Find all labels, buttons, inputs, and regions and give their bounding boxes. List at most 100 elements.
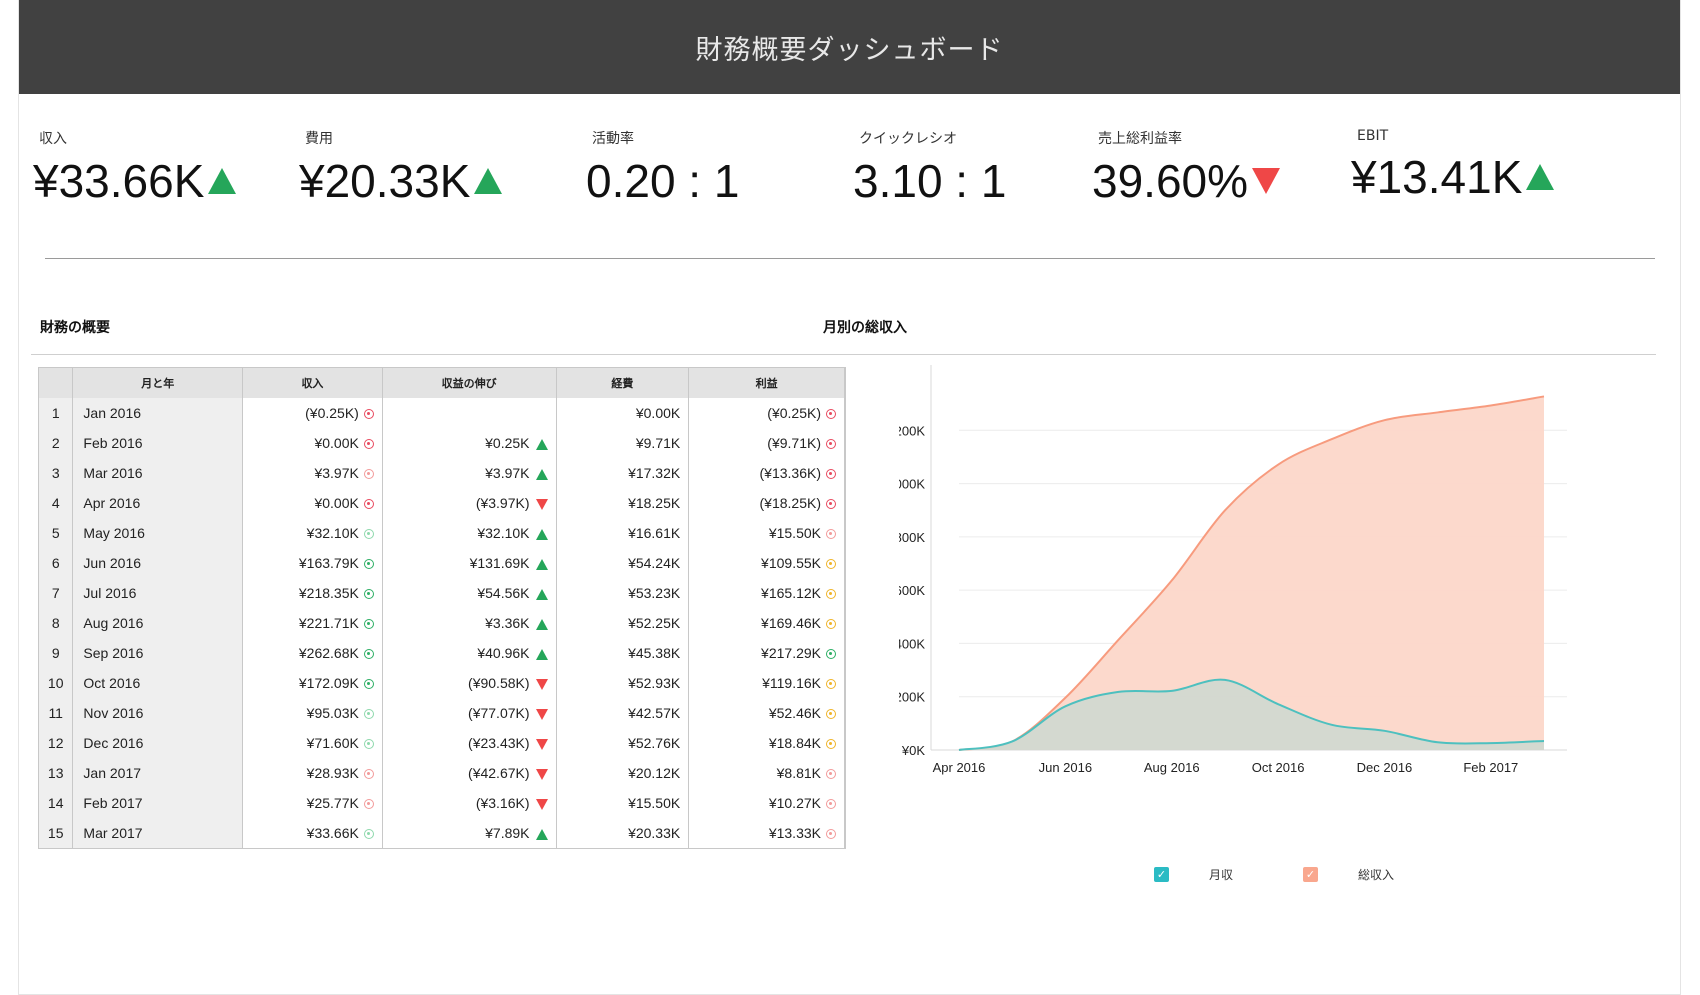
row-profit-cell: ¥10.27K [688, 788, 845, 818]
table-header-row: 月と年 収入 収益の伸び 経費 利益 [39, 368, 845, 398]
table-row[interactable]: 8 Aug 2016 ¥221.71K ¥3.36K ¥52.25K ¥169.46K [39, 608, 845, 638]
data-point [1490, 405, 1491, 406]
status-dot-icon [826, 619, 836, 630]
kpi-label: 費用 [305, 131, 333, 147]
row-profit-cell: (¥0.25K) [688, 398, 845, 428]
row-month: Mar 2016 [72, 458, 244, 488]
data-point [959, 750, 960, 751]
row-profit: ¥169.46K [761, 615, 821, 631]
table-row[interactable]: 13 Jan 2017 ¥28.93K (¥42.67K) ¥20.12K ¥8.81K [39, 758, 845, 788]
table-row[interactable]: 11 Nov 2016 ¥95.03K (¥77.07K) ¥42.57K ¥52.46K [39, 698, 845, 728]
data-point [1544, 740, 1545, 741]
status-dot-icon [826, 499, 836, 510]
row-revenue-cell: ¥33.66K [242, 818, 383, 848]
row-month: Jun 2016 [72, 548, 244, 578]
status-dot-icon [826, 799, 836, 810]
column-header-revenue[interactable]: 収入 [242, 368, 383, 398]
kpi-value: 3.10 : 1 [853, 154, 1006, 208]
table-row[interactable]: 5 May 2016 ¥32.10K ¥32.10K ¥16.61K ¥15.50K [39, 518, 845, 548]
series-line-0 [958, 395, 1545, 751]
row-month: Mar 2017 [72, 818, 244, 848]
arrow-down-icon [535, 738, 548, 750]
row-month: Feb 2016 [72, 428, 244, 458]
checkbox-icon[interactable]: ✓ [1303, 867, 1319, 882]
trend-up-icon [474, 168, 503, 194]
column-header-expense[interactable]: 経費 [556, 368, 690, 398]
row-expense: ¥45.38K [556, 638, 690, 668]
row-profit: (¥13.36K) [759, 465, 821, 481]
arrow-up-icon [535, 468, 548, 480]
column-header-profit[interactable]: 利益 [688, 368, 845, 398]
row-growth-cell: ¥3.97K [382, 458, 557, 488]
x-tick-label: Jun 2016 [1039, 760, 1093, 775]
status-dot-icon [826, 439, 836, 450]
status-dot-icon [363, 409, 374, 420]
data-point [1065, 706, 1066, 707]
row-growth: ¥3.97K [485, 465, 530, 481]
status-dot-icon [363, 469, 374, 480]
table-row[interactable]: 6 Jun 2016 ¥163.79K ¥131.69K ¥54.24K ¥109.55K [39, 548, 845, 578]
legend-item[interactable]: ✓ 月収 [1154, 866, 1233, 883]
trend-up-icon [1526, 164, 1555, 190]
status-dot-icon [363, 529, 374, 540]
status-dot-icon [826, 829, 836, 840]
data-point [1437, 412, 1438, 413]
status-dot-icon [826, 709, 836, 720]
row-expense: ¥53.23K [556, 578, 690, 608]
row-revenue: ¥0.00K [314, 435, 359, 451]
row-growth-cell: (¥3.16K) [382, 788, 557, 818]
table-row[interactable]: 15 Mar 2017 ¥33.66K ¥7.89K ¥20.33K ¥13.33K [39, 818, 845, 848]
table-row[interactable]: 10 Oct 2016 ¥172.09K (¥90.58K) ¥52.93K ¥119.1… [39, 668, 845, 698]
kpi-card: 収入 ¥33.66K [33, 128, 237, 208]
row-profit: ¥15.50K [768, 525, 821, 541]
row-revenue-cell: ¥95.03K [242, 698, 383, 728]
table-row[interactable]: 12 Dec 2016 ¥71.60K (¥23.43K) ¥52.76K ¥18.84K [39, 728, 845, 758]
legend-label: 総収入 [1358, 868, 1395, 882]
row-growth: ¥0.25K [485, 435, 530, 451]
row-index: 13 [39, 758, 74, 788]
row-expense: ¥20.12K [556, 758, 690, 788]
row-month: Oct 2016 [72, 668, 244, 698]
kpi-value: 39.60% [1092, 154, 1281, 208]
kpi-card: 費用 ¥20.33K [299, 128, 503, 208]
status-dot-icon [826, 589, 836, 600]
table-row[interactable]: 2 Feb 2016 ¥0.00K ¥0.25K ¥9.71K (¥9.71K) [39, 428, 845, 458]
table-row[interactable]: 7 Jul 2016 ¥218.35K ¥54.56K ¥53.23K ¥165.12K [39, 578, 845, 608]
row-profit: ¥165.12K [761, 585, 821, 601]
dashboard-page: 財務概要ダッシュボード 収入 ¥33.66K 費用 ¥20.33K 活動率 0.20 : … [18, 0, 1681, 995]
kpi-row: 収入 ¥33.66K 費用 ¥20.33K 活動率 0.20 : 1 クイックレシオ 3.10… [19, 128, 1680, 228]
row-growth: ¥54.56K [477, 585, 530, 601]
column-header-growth[interactable]: 収益の伸び [382, 368, 557, 398]
arrow-up-icon [535, 528, 548, 540]
kpi-label: 収入 [39, 131, 67, 147]
row-revenue: ¥25.77K [306, 795, 359, 811]
row-index: 1 [39, 398, 74, 428]
table-row[interactable]: 3 Mar 2016 ¥3.97K ¥3.97K ¥17.32K (¥13.36K) [39, 458, 845, 488]
row-month: Dec 2016 [72, 728, 244, 758]
table-row[interactable]: 9 Sep 2016 ¥262.68K ¥40.96K ¥45.38K ¥217.29K [39, 638, 845, 668]
row-profit: ¥10.27K [768, 795, 821, 811]
legend-item[interactable]: ✓ 総収入 [1303, 866, 1394, 883]
y-tick-label: ¥1,000K [899, 477, 925, 492]
data-point [1065, 697, 1066, 698]
column-header-month[interactable]: 月と年 [72, 368, 244, 398]
row-expense: ¥20.33K [556, 818, 690, 848]
kpi-card: クイックレシオ 3.10 : 1 [853, 128, 1006, 208]
status-dot-icon [363, 679, 374, 690]
row-revenue-cell: ¥221.71K [242, 608, 383, 638]
row-revenue: ¥3.97K [314, 465, 359, 481]
status-dot-icon [363, 439, 374, 450]
row-profit-cell: ¥169.46K [688, 608, 845, 638]
row-expense: ¥52.76K [556, 728, 690, 758]
checkbox-icon[interactable]: ✓ [1154, 867, 1169, 882]
arrow-down-icon [535, 498, 548, 510]
x-tick-label: Oct 2016 [1252, 760, 1305, 775]
table-row[interactable]: 14 Feb 2017 ¥25.77K (¥3.16K) ¥15.50K ¥10.27K [39, 788, 845, 818]
table-row[interactable]: 1 Jan 2016 (¥0.25K) ¥0.00K (¥0.25K) [39, 398, 845, 428]
row-growth: ¥131.69K [469, 555, 530, 571]
status-dot-icon [363, 799, 374, 810]
row-growth: ¥32.10K [477, 525, 530, 541]
table-row[interactable]: 4 Apr 2016 ¥0.00K (¥3.97K) ¥18.25K (¥18.25K) [39, 488, 845, 518]
chart-section-rule [811, 354, 1656, 355]
row-index: 10 [39, 668, 74, 698]
